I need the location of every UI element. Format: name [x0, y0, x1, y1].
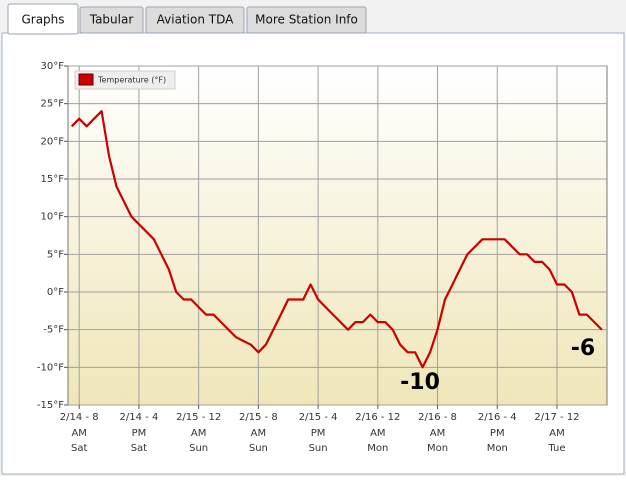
y-tick-label: -15°F	[37, 400, 64, 411]
tab-label[interactable]: Tabular	[89, 13, 134, 27]
x-tick-day: Sun	[189, 443, 208, 454]
x-tick-day: Mon	[427, 443, 448, 454]
x-tick-label: 2/15 - 12	[176, 412, 221, 423]
annotation: -6	[571, 336, 595, 361]
x-tick-label: 2/15 - 8	[239, 412, 278, 423]
tab[interactable]	[79, 6, 144, 34]
tab[interactable]	[246, 6, 367, 34]
x-tick-label: 2/15 - 4	[299, 412, 338, 423]
y-tick-label: -5°F	[43, 325, 64, 336]
legend	[74, 70, 176, 90]
x-tick-day: Mon	[367, 443, 388, 454]
y-tick-label: 0°F	[47, 287, 64, 298]
y-tick-label: 20°F	[41, 136, 65, 147]
x-tick-day: Mon	[487, 443, 508, 454]
x-tick-day: Tue	[547, 443, 565, 454]
x-tick-day: Sat	[71, 443, 87, 454]
x-tick-ampm: PM	[132, 428, 147, 439]
y-tick-label: 25°F	[41, 99, 65, 110]
x-tick-ampm: AM	[251, 428, 266, 439]
y-tick-label: 10°F	[41, 212, 65, 223]
y-tick-label: 5°F	[47, 249, 64, 260]
x-tick-label: 2/17 - 12	[534, 412, 579, 423]
y-tick-label: 15°F	[41, 174, 65, 185]
legend-swatch	[78, 73, 94, 86]
x-tick-day: Sun	[249, 443, 268, 454]
x-tick-day: Sat	[131, 443, 147, 454]
tab-label[interactable]: Graphs	[21, 13, 64, 27]
tab[interactable]	[145, 6, 245, 34]
plot-area	[67, 65, 608, 406]
x-tick-day: Sun	[309, 443, 328, 454]
x-tick-ampm: AM	[430, 428, 445, 439]
y-tick-label: -10°F	[37, 362, 64, 373]
x-tick-label: 2/16 - 4	[478, 412, 517, 423]
tab-label[interactable]: More Station Info	[255, 13, 358, 27]
x-tick-ampm: AM	[71, 428, 86, 439]
x-tick-ampm: AM	[191, 428, 206, 439]
x-tick-ampm: AM	[370, 428, 385, 439]
x-tick-label: 2/16 - 8	[418, 412, 457, 423]
series-line	[70, 110, 603, 369]
x-tick-label: 2/16 - 12	[355, 412, 400, 423]
tab[interactable]	[7, 3, 79, 35]
x-tick-label: 2/14 - 8	[60, 412, 99, 423]
y-tick-label: 30°F	[41, 61, 65, 72]
x-tick-ampm: AM	[549, 428, 564, 439]
x-tick-ampm: PM	[311, 428, 326, 439]
legend-label: Temperature (°F)	[97, 76, 166, 85]
x-tick-ampm: PM	[490, 428, 505, 439]
tab-label[interactable]: Aviation TDA	[157, 13, 234, 27]
annotation: -10	[400, 370, 440, 395]
x-tick-label: 2/14 - 4	[120, 412, 159, 423]
